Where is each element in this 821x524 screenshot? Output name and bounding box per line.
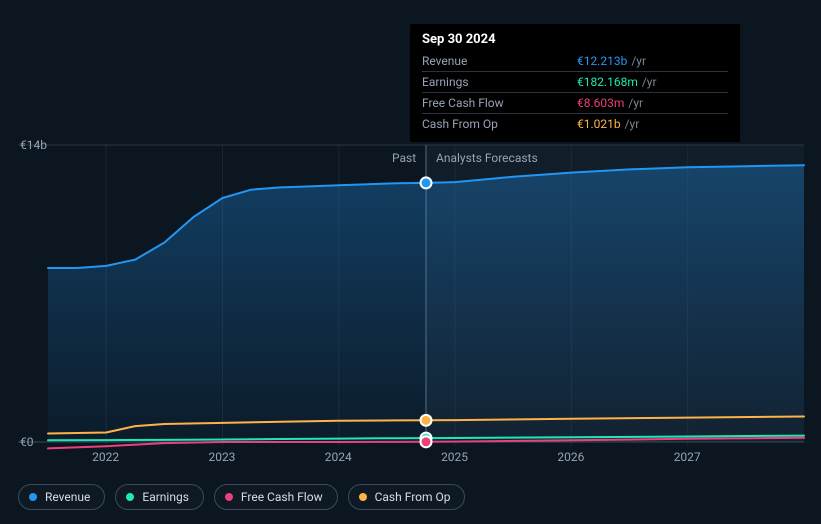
y-axis-label: €14b [20,138,47,152]
tooltip-row: Earnings€182.168m/yr [422,72,728,93]
x-axis-label: 2022 [92,450,119,464]
legend-item[interactable]: Free Cash Flow [214,484,338,510]
tooltip-table: Revenue€12.213b/yrEarnings€182.168m/yrFr… [422,51,728,134]
tooltip-row: Cash From Op€1.021b/yr [422,114,728,135]
legend-label: Earnings [142,490,189,504]
legend-dot-icon [359,493,367,501]
past-label: Past [392,151,416,165]
tooltip-metric-value: €1.021b/yr [577,114,728,135]
tooltip-row: Free Cash Flow€8.603m/yr [422,93,728,114]
legend: Revenue Earnings Free Cash Flow Cash From O… [18,484,465,510]
legend-item[interactable]: Revenue [18,484,105,510]
x-axis-label: 2026 [557,450,584,464]
tooltip-metric-value: €182.168m/yr [577,72,728,93]
tooltip-row: Revenue€12.213b/yr [422,51,728,72]
legend-label: Revenue [45,490,90,504]
legend-dot-icon [126,493,134,501]
x-axis-label: 2025 [441,450,468,464]
legend-label: Cash From Op [375,490,451,504]
legend-item[interactable]: Earnings [115,484,204,510]
tooltip-date: Sep 30 2024 [422,32,728,51]
tooltip-metric-label: Revenue [422,51,577,72]
tooltip-metric-label: Free Cash Flow [422,93,577,114]
hover-tooltip: Sep 30 2024 Revenue€12.213b/yrEarnings€1… [410,24,740,142]
legend-item[interactable]: Cash From Op [348,484,466,510]
tooltip-metric-value: €12.213b/yr [577,51,728,72]
legend-dot-icon [225,493,233,501]
tooltip-metric-label: Cash From Op [422,114,577,135]
x-axis-label: 2023 [208,450,235,464]
y-axis-label: €0 [20,435,34,449]
x-axis-label: 2024 [325,450,352,464]
tooltip-metric-label: Earnings [422,72,577,93]
forecast-label: Analysts Forecasts [436,151,538,165]
legend-label: Free Cash Flow [241,490,323,504]
x-axis-label: 2027 [674,450,701,464]
tooltip-metric-value: €8.603m/yr [577,93,728,114]
legend-dot-icon [29,493,37,501]
